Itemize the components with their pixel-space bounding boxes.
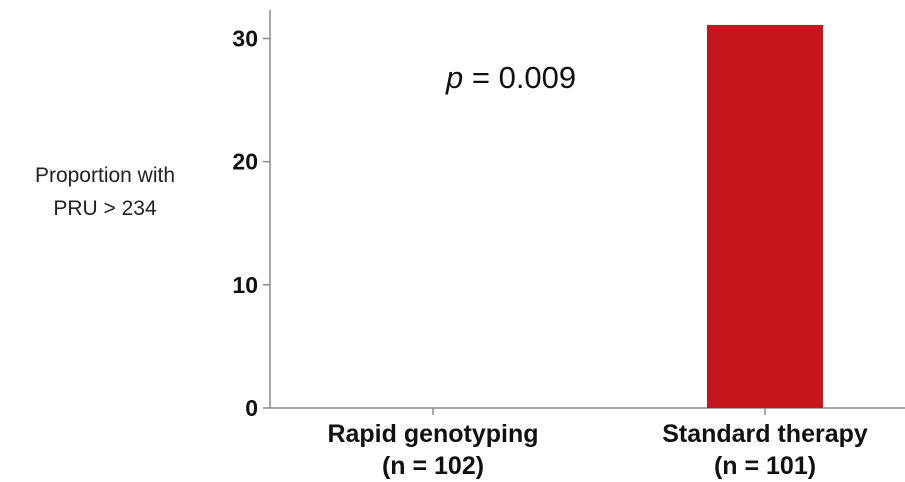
y-tick-group-3: 30: [232, 25, 270, 51]
y-tick-label-0: 0: [245, 395, 258, 421]
y-tick-group-0: 0: [245, 395, 270, 421]
x-label-standard-therapy: Standard therapy: [662, 420, 868, 448]
y-tick-group-1: 10: [232, 272, 270, 298]
y-tick-label-10: 10: [232, 272, 258, 298]
x-label-standard-therapy-n: (n = 101): [714, 452, 816, 480]
x-label-rapid-genotyping: Rapid genotyping: [327, 420, 538, 448]
bar-standard-therapy: [707, 24, 823, 409]
y-tick-group-2: 20: [232, 149, 270, 175]
p-value-symbol: p: [445, 60, 463, 95]
x-label-rapid-genotyping-n: (n = 102): [382, 452, 484, 480]
y-tick-label-30: 30: [232, 25, 258, 51]
y-axis-title-line-2: PRU > 234: [53, 197, 157, 220]
p-value-text: = 0.009: [463, 60, 576, 95]
y-axis-title-line-1: Proportion with: [35, 164, 175, 187]
p-value-annotation: p = 0.009: [445, 60, 576, 95]
y-tick-label-20: 20: [232, 149, 258, 175]
